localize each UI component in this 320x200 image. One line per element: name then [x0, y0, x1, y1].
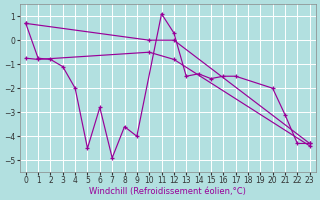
X-axis label: Windchill (Refroidissement éolien,°C): Windchill (Refroidissement éolien,°C): [89, 187, 246, 196]
